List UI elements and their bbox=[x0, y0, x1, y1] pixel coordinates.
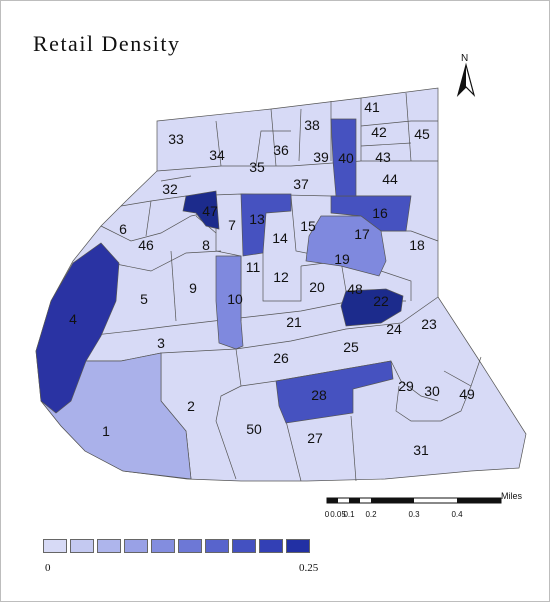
scale-unit: Miles bbox=[501, 491, 523, 501]
scale-tick-label: 0 bbox=[325, 510, 330, 519]
zone-28 bbox=[275, 360, 394, 424]
zone-label-22: 22 bbox=[373, 293, 389, 309]
zone-label-25: 25 bbox=[343, 339, 359, 355]
zone-label-48: 48 bbox=[347, 281, 363, 297]
zone-label-13: 13 bbox=[249, 211, 265, 227]
zone-label-14: 14 bbox=[272, 230, 288, 246]
zone-label-50: 50 bbox=[246, 421, 262, 437]
legend-swatch-4 bbox=[124, 539, 148, 553]
zone-label-41: 41 bbox=[364, 99, 380, 115]
zone-label-42: 42 bbox=[371, 124, 387, 140]
zone-1 bbox=[40, 352, 192, 480]
zone-19 bbox=[305, 215, 387, 277]
legend-swatch-10 bbox=[286, 539, 310, 553]
zone-label-30: 30 bbox=[424, 383, 440, 399]
zone-label-1: 1 bbox=[102, 423, 110, 439]
zone-label-45: 45 bbox=[414, 126, 430, 142]
zone-label-16: 16 bbox=[372, 205, 388, 221]
legend-swatch-1 bbox=[43, 539, 67, 553]
zone-label-21: 21 bbox=[286, 314, 302, 330]
zone-label-36: 36 bbox=[273, 142, 289, 158]
zone-label-20: 20 bbox=[309, 279, 325, 295]
zone-label-24: 24 bbox=[386, 321, 402, 337]
zone-label-10: 10 bbox=[227, 291, 243, 307]
zone-label-2: 2 bbox=[187, 398, 195, 414]
zone-label-46: 46 bbox=[138, 237, 154, 253]
zone-label-9: 9 bbox=[189, 280, 197, 296]
zone-4 bbox=[35, 242, 120, 414]
zone-label-31: 31 bbox=[413, 442, 429, 458]
zone-label-6: 6 bbox=[119, 221, 127, 237]
zone-label-29: 29 bbox=[398, 378, 414, 394]
scale-bar: 0 0.050.1 0.2 0.3 0.4 bbox=[325, 497, 502, 519]
zone-label-26: 26 bbox=[273, 350, 289, 366]
zone-label-18: 18 bbox=[409, 237, 425, 253]
legend bbox=[43, 539, 310, 553]
zone-label-39: 39 bbox=[313, 149, 329, 165]
zone-label-35: 35 bbox=[249, 159, 265, 175]
zone-13 bbox=[240, 193, 292, 257]
zone-47 bbox=[182, 190, 220, 230]
zone-label-43: 43 bbox=[375, 149, 391, 165]
legend-swatch-5 bbox=[151, 539, 175, 553]
zone-label-3: 3 bbox=[157, 335, 165, 351]
legend-swatch-3 bbox=[97, 539, 121, 553]
zone-label-47: 47 bbox=[202, 203, 218, 219]
zone-label-33: 33 bbox=[168, 131, 184, 147]
zone-label-5: 5 bbox=[140, 291, 148, 307]
zone-label-37: 37 bbox=[293, 176, 309, 192]
legend-min-label: 0 bbox=[45, 562, 51, 574]
zone-label-27: 27 bbox=[307, 430, 323, 446]
north-arrow-icon bbox=[456, 62, 476, 98]
legend-swatch-9 bbox=[259, 539, 283, 553]
zone-label-49: 49 bbox=[459, 386, 475, 402]
map-title: Retail Density bbox=[33, 31, 181, 56]
zone-label-12: 12 bbox=[273, 269, 289, 285]
zone-label-8: 8 bbox=[202, 237, 210, 253]
scale-tick-label: 0.4 bbox=[451, 510, 463, 519]
legend-swatch-2 bbox=[70, 539, 94, 553]
zone-label-40: 40 bbox=[338, 150, 354, 166]
scale-tick-label: 0.3 bbox=[408, 510, 420, 519]
legend-swatch-8 bbox=[232, 539, 256, 553]
zone-label-23: 23 bbox=[421, 316, 437, 332]
zone-label-38: 38 bbox=[304, 117, 320, 133]
legend-max-label: 0.25 bbox=[299, 562, 319, 574]
zone-label-44: 44 bbox=[382, 171, 398, 187]
zone-label-11: 11 bbox=[246, 259, 261, 275]
legend-swatch-7 bbox=[205, 539, 229, 553]
zone-label-7: 7 bbox=[228, 217, 236, 233]
scale-tick-label: 0.05 bbox=[330, 510, 346, 519]
zone-label-15: 15 bbox=[300, 218, 316, 234]
zone-label-19: 19 bbox=[334, 251, 350, 267]
zone-22 bbox=[340, 288, 404, 327]
north-label: N bbox=[461, 53, 469, 64]
zone-10 bbox=[215, 255, 244, 350]
zone-label-17: 17 bbox=[354, 226, 370, 242]
scale-tick-label: 0.1 bbox=[343, 510, 355, 519]
zone-40 bbox=[330, 118, 357, 197]
legend-swatch-6 bbox=[178, 539, 202, 553]
zone-label-4: 4 bbox=[69, 311, 77, 327]
zone-label-32: 32 bbox=[162, 181, 178, 197]
zone-label-28: 28 bbox=[311, 387, 327, 403]
zone-label-34: 34 bbox=[209, 147, 225, 163]
scale-tick-label: 0.2 bbox=[365, 510, 377, 519]
